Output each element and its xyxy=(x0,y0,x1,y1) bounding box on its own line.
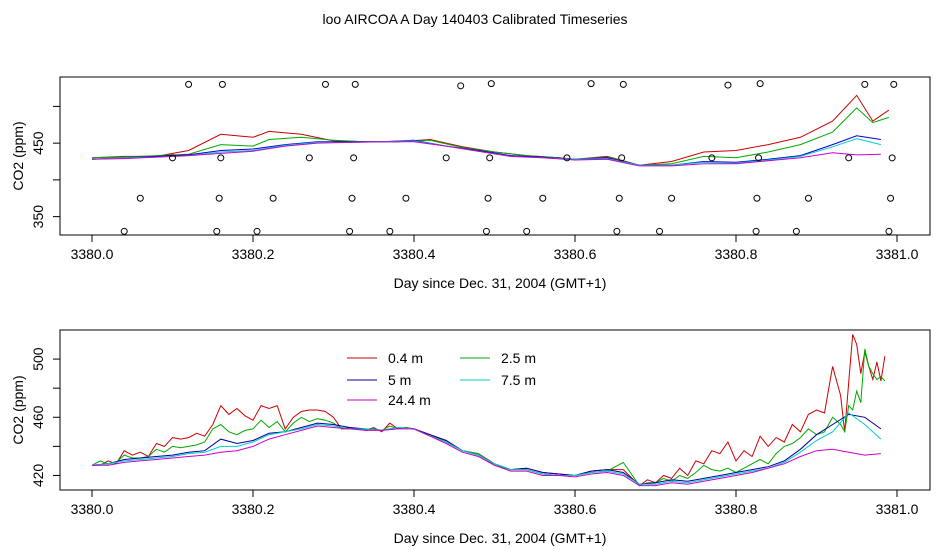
x-tick-label: 3380.6 xyxy=(554,501,597,517)
x-tick-label: 3380.4 xyxy=(393,501,436,517)
data-point xyxy=(482,227,490,235)
top-panel: 3380.0 3380.2 3380.4 3380.6 3380.8 3381.0 Day … xyxy=(10,76,931,291)
legend-label: 2.5 m xyxy=(501,350,536,366)
data-point xyxy=(321,80,329,88)
data-point xyxy=(615,194,623,202)
data-point xyxy=(457,82,465,90)
y-tick-label: 450 xyxy=(30,131,46,155)
y-tick-label: 460 xyxy=(30,405,46,429)
series-line-24-4-m xyxy=(92,425,881,487)
data-point xyxy=(656,227,664,235)
series-line-7-5-m xyxy=(91,412,882,485)
data-point xyxy=(351,80,359,88)
data-point xyxy=(539,194,547,202)
y-axis-label: CO2 (ppm) xyxy=(10,121,26,190)
data-point xyxy=(890,80,898,88)
data-point xyxy=(861,80,869,88)
data-point xyxy=(350,154,358,162)
x-tick-label: 3380.8 xyxy=(715,501,758,517)
data-point xyxy=(752,227,760,235)
data-point xyxy=(169,154,176,162)
legend: 0.4 m 5 m 24.4 m 2.5 m 7.5 m xyxy=(347,350,536,408)
data-point xyxy=(185,80,193,88)
plot-frame xyxy=(59,329,931,491)
data-point xyxy=(215,194,223,202)
x-tick-label: 3380.8 xyxy=(715,246,758,262)
y-axis-label: CO2 (ppm) xyxy=(10,375,26,444)
legend-label: 5 m xyxy=(388,372,411,388)
data-point xyxy=(887,194,895,202)
data-point xyxy=(136,194,144,202)
data-point xyxy=(792,227,800,235)
data-point xyxy=(804,194,812,202)
data-point xyxy=(563,154,571,162)
plot-frame xyxy=(59,76,931,236)
x-tick-label: 3381.0 xyxy=(876,246,919,262)
data-point xyxy=(120,227,128,235)
legend-label: 0.4 m xyxy=(388,350,423,366)
data-point xyxy=(253,227,261,235)
x-tick-label: 3380.2 xyxy=(232,501,275,517)
bottom-panel: 3380.0 3380.2 3380.4 3380.6 3380.8 3381.0 Day … xyxy=(10,329,931,546)
plot-area xyxy=(91,94,890,167)
data-point xyxy=(724,81,732,89)
data-point xyxy=(386,227,394,235)
data-point xyxy=(587,80,595,88)
data-point xyxy=(708,154,716,162)
x-tick-label: 3381.0 xyxy=(876,501,919,517)
data-point xyxy=(269,194,277,202)
data-point xyxy=(218,80,226,88)
y-tick-label: 420 xyxy=(30,464,46,488)
series-line-2-5-m xyxy=(91,348,886,487)
x-tick-label: 3380.6 xyxy=(554,246,597,262)
x-tick-label: 3380.2 xyxy=(232,246,275,262)
data-point xyxy=(885,227,893,235)
x-axis-label: Day since Dec. 31, 2004 (GMT+1) xyxy=(394,275,607,291)
chart-title: loo AIRCOA A Day 140403 Calibrated Times… xyxy=(322,11,627,27)
series-line-2-5-m xyxy=(91,107,890,166)
y-tick-label: 350 xyxy=(30,205,46,229)
data-point xyxy=(305,154,313,162)
legend-label: 24.4 m xyxy=(388,392,431,408)
series-line-5-m xyxy=(91,413,882,485)
data-point xyxy=(619,80,627,88)
plot-area xyxy=(91,334,886,487)
data-point xyxy=(618,154,626,162)
series-line-24-4-m xyxy=(91,141,881,167)
x-tick-label: 3380.0 xyxy=(71,501,114,517)
data-point xyxy=(442,154,450,162)
data-point xyxy=(402,194,410,202)
data-point xyxy=(487,80,495,88)
data-point xyxy=(213,227,221,235)
y-tick-label: 500 xyxy=(30,347,46,371)
legend-label: 7.5 m xyxy=(501,372,536,388)
x-axis-label: Day since Dec. 31, 2004 (GMT+1) xyxy=(394,530,607,546)
data-point xyxy=(668,194,676,202)
data-point xyxy=(613,227,621,235)
data-point xyxy=(845,154,853,162)
data-point xyxy=(523,227,531,235)
data-point xyxy=(756,80,764,88)
x-tick-label: 3380.4 xyxy=(393,246,436,262)
data-point xyxy=(484,194,492,202)
data-point xyxy=(348,194,356,202)
data-point xyxy=(346,227,354,235)
data-point xyxy=(755,154,763,162)
x-tick-label: 3380.0 xyxy=(71,246,114,262)
data-point xyxy=(753,194,761,202)
series-line-5-m xyxy=(91,135,881,166)
data-point xyxy=(217,154,225,162)
data-point xyxy=(888,154,896,162)
data-point xyxy=(486,154,494,162)
